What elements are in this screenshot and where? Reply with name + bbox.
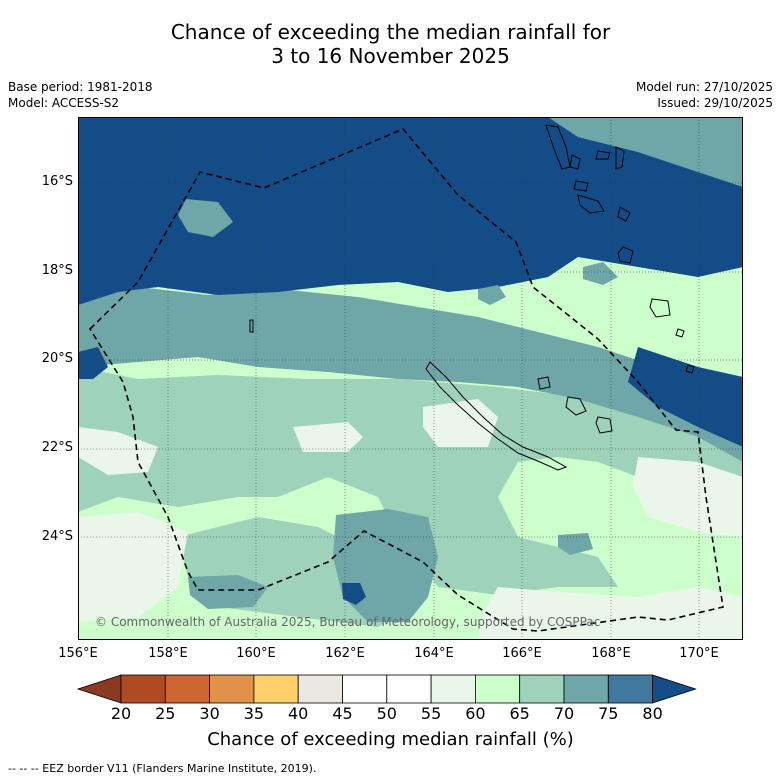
colorbar-tick-label: 60 [465, 704, 486, 723]
model-name: Model: ACCESS-S2 [8, 96, 120, 110]
contour-55-60-centre [293, 422, 363, 452]
contour-55-60-southwest [78, 512, 188, 622]
contour-55-60-east [423, 399, 498, 447]
contour-75-80-south [342, 583, 366, 605]
eez-border [88, 128, 724, 632]
contour-75-80-west [78, 347, 108, 379]
colorbar-segments [76, 674, 697, 704]
colorbar-tick-label: 40 [288, 704, 309, 723]
loyalty-islands-coastline [537, 376, 613, 434]
colorbar-segment [164, 674, 211, 704]
lat-label-24s: 24°S [41, 529, 73, 544]
colorbar-segment [342, 674, 388, 704]
colorbar-segment [607, 674, 653, 704]
contour-70-75-patch-a [178, 199, 233, 237]
copyright-notice: © Commonwealth of Australia 2025, Bureau… [95, 615, 600, 629]
contour-70-75-southwest [188, 575, 268, 609]
lat-label-16s: 16°S [41, 174, 73, 189]
contour-55-60-south [478, 587, 743, 640]
contour-70-75-east [558, 533, 593, 555]
colorbar-tick-label: 75 [598, 704, 619, 723]
colorbar-label: Chance of exceeding median rainfall (%) [207, 729, 574, 750]
model-run: Model run: 27/10/2025 [635, 80, 773, 94]
issued-date: Issued: 29/10/2025 [657, 96, 773, 110]
lon-label-170e: 170°E [679, 646, 719, 661]
contour-70-75-patch-b [583, 262, 618, 285]
map-title-line1: Chance of exceeding the median rainfall … [170, 20, 611, 44]
colorbar-tick-label: 70 [553, 704, 575, 723]
colorbar-segment [474, 674, 521, 704]
colorbar-tick-label: 65 [509, 704, 530, 723]
rainfall-map: © Commonwealth of Australia 2025, Bureau… [78, 117, 743, 640]
colorbar-segment [120, 674, 166, 704]
contour-70-75 [78, 287, 743, 462]
colorbar-tick-label: 20 [110, 704, 132, 723]
colorbar-tick-label: 45 [332, 704, 353, 723]
colorbar-segment [386, 674, 432, 704]
contour-55-60-west [78, 427, 158, 475]
colorbar-tick-label: 35 [243, 704, 265, 723]
colorbar [76, 674, 697, 704]
contour-70-75-north-east [548, 117, 743, 187]
colorbar-segment [519, 674, 565, 704]
lon-label-160e: 160°E [236, 646, 276, 661]
contour-55-60-southeast [633, 457, 743, 537]
new-caledonia-coastline [425, 361, 568, 471]
lon-label-166e: 166°E [502, 646, 542, 661]
eez-legend-note: -- -- -- EEZ border V11 (Flanders Marine… [8, 762, 317, 775]
lon-label-164e: 164°E [414, 646, 454, 661]
colorbar-extend-low [76, 674, 122, 704]
contour-75-80 [78, 117, 743, 305]
base-period: Base period: 1981-2018 [8, 80, 153, 94]
colorbar-tick-label: 55 [420, 704, 442, 723]
colorbar-segment [209, 674, 255, 704]
lon-label-162e: 162°E [325, 646, 365, 661]
colorbar-tick-label: 80 [642, 704, 663, 723]
lat-label-20s: 20°S [41, 351, 73, 366]
colorbar-segment [430, 674, 476, 704]
contour-70-75-patch-c [478, 285, 506, 305]
vanuatu-coastline [545, 124, 695, 374]
contour-65-70 [78, 367, 743, 595]
west-islet [249, 319, 254, 333]
lon-label-156e: 156°E [58, 646, 98, 661]
graticule [78, 117, 743, 640]
colorbar-segment [253, 674, 299, 704]
map-title-line2: 3 to 16 November 2025 [271, 44, 510, 68]
lon-label-168e: 168°E [591, 646, 631, 661]
colorbar-segment [297, 674, 343, 704]
colorbar-tick-label: 25 [155, 704, 176, 723]
colorbar-tick-label: 30 [199, 704, 220, 723]
map-frame [78, 117, 743, 640]
colorbar-extend-high [652, 674, 697, 704]
lon-label-158e: 158°E [148, 646, 188, 661]
lat-label-18s: 18°S [41, 263, 73, 278]
contour-75-80-east [628, 347, 743, 447]
colorbar-tick-label: 50 [376, 704, 397, 723]
colorbar-segment [563, 674, 609, 704]
lat-label-22s: 22°S [41, 440, 73, 455]
